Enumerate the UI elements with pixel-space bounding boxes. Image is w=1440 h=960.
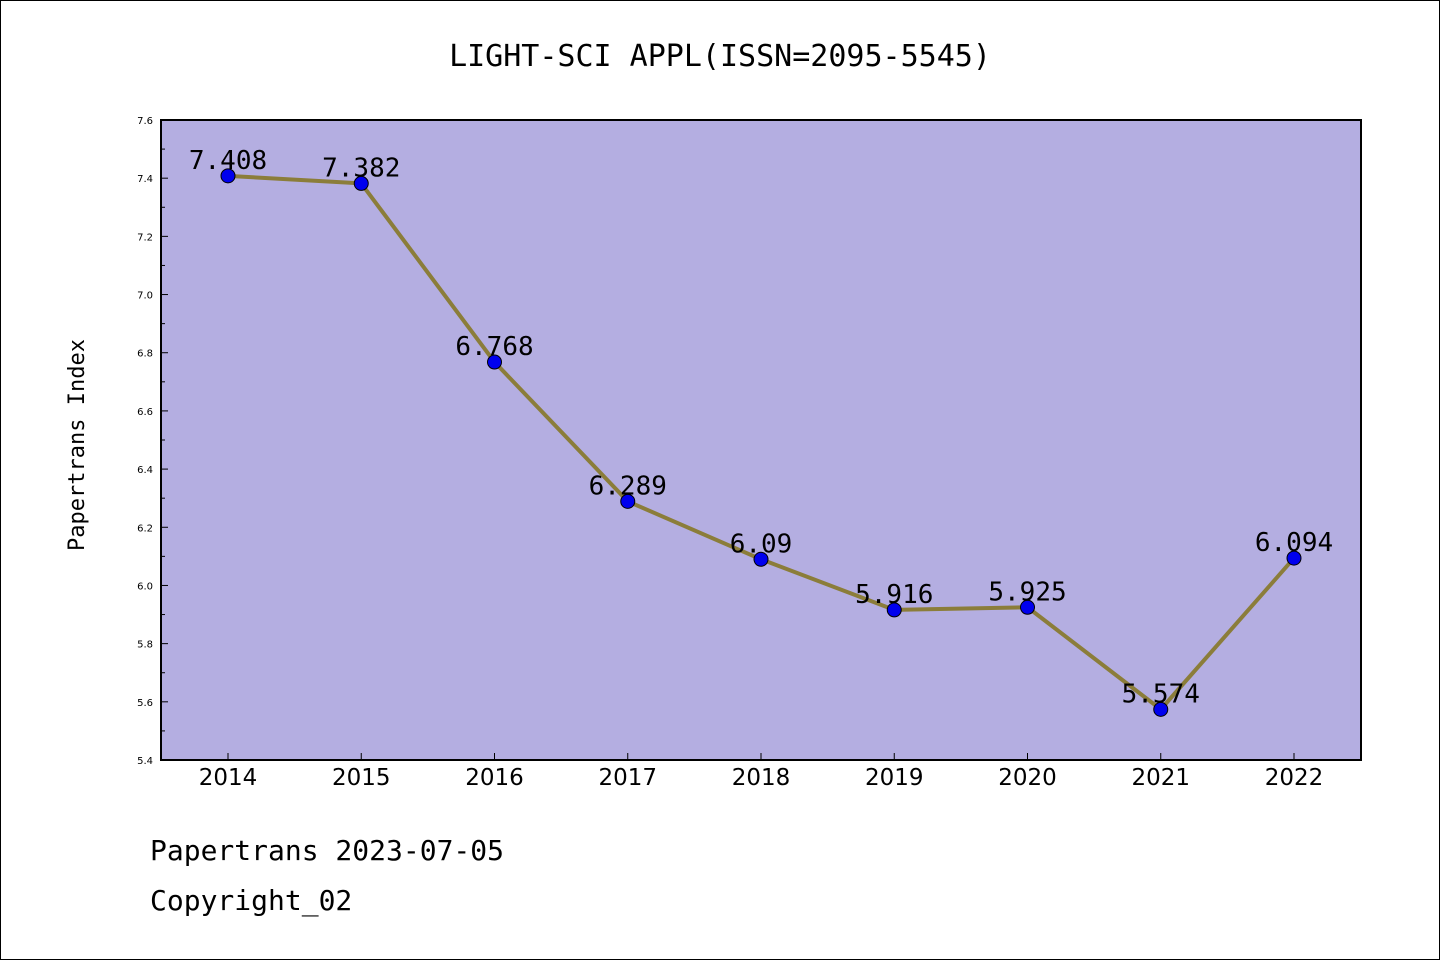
footer-date: Papertrans 2023-07-05 (150, 834, 505, 867)
footer-copyright: Copyright_02 (150, 884, 353, 917)
x-tick-label: 2019 (865, 765, 924, 791)
data-label: 7.382 (322, 153, 400, 183)
x-tick-label: 2021 (1131, 765, 1190, 791)
y-tick-label: 7.2 (137, 232, 153, 243)
y-tick-label: 5.8 (137, 640, 153, 651)
data-label: 6.289 (589, 471, 667, 501)
chart-title: LIGHT-SCI APPL(ISSN=2095-5545) (449, 39, 991, 74)
y-tick-label: 5.4 (137, 756, 153, 767)
x-tick-label: 2014 (199, 765, 258, 791)
x-tick-label: 2020 (998, 765, 1057, 791)
data-point (1286, 550, 1302, 566)
data-point (620, 493, 636, 509)
data-point (487, 354, 502, 370)
data-markers (220, 168, 1302, 717)
data-label: 6.09 (730, 529, 793, 559)
y-axis-label: Papertrans Index (65, 339, 90, 551)
data-point (753, 551, 769, 567)
y-tick-label: 6.2 (137, 523, 153, 534)
data-point (353, 175, 369, 191)
data-labels: 7.408 7.382 6.768 6.289 6.09 5.916 5.925 5.574 6… (189, 146, 1333, 710)
data-label: 5.574 (1122, 679, 1200, 709)
y-axis: 5.4 5.6 5.8 6.0 6.2 6.4 6.6 6.8 7.0 7.2 7.4 7.6 (137, 116, 168, 767)
y-tick-label: 6.8 (137, 349, 153, 360)
y-tick-label: 7.0 (137, 291, 153, 302)
data-point (1153, 701, 1169, 717)
x-axis: 2014 2015 2016 2017 2018 2019 2020 2021 2022 (199, 753, 1324, 791)
data-point (886, 602, 902, 618)
y-tick-label: 6.4 (137, 465, 153, 476)
y-tick-label: 6.6 (137, 407, 153, 418)
x-tick-label: 2017 (598, 765, 657, 791)
x-tick-label: 2018 (732, 765, 791, 791)
data-label: 5.925 (988, 577, 1066, 607)
y-tick-label: 5.6 (137, 698, 153, 709)
data-point (1020, 599, 1035, 615)
data-label: 6.094 (1255, 528, 1333, 558)
x-tick-label: 2022 (1265, 765, 1324, 791)
data-point (220, 168, 236, 184)
y-tick-label: 6.0 (137, 581, 153, 592)
data-label: 5.916 (855, 580, 933, 610)
x-tick-label: 2016 (465, 765, 524, 791)
y-tick-label: 7.6 (137, 116, 153, 127)
y-tick-label: 7.4 (137, 174, 153, 185)
data-label: 7.408 (189, 146, 267, 176)
data-label: 6.768 (455, 332, 533, 362)
plot-area (160, 119, 1362, 761)
x-tick-label: 2015 (332, 765, 391, 791)
